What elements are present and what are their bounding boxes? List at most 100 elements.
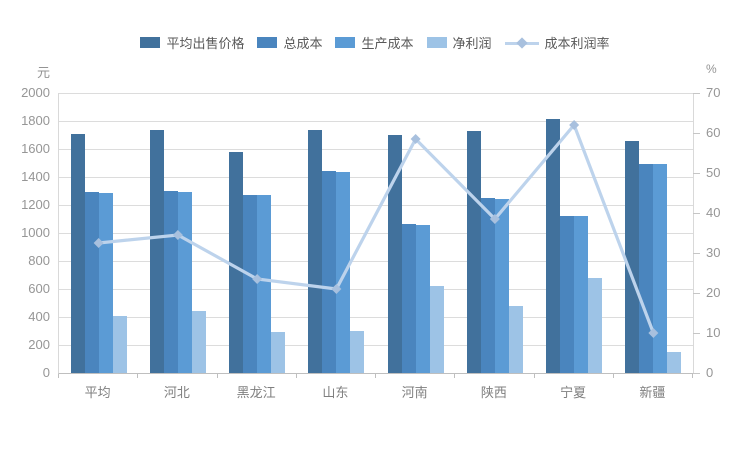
bar-平均出售价格 — [466, 130, 481, 373]
x-tick-mark — [216, 374, 218, 378]
category-label: 宁夏 — [560, 385, 587, 400]
right-tick-label: 0 — [706, 365, 714, 380]
legend-item-净利润[interactable]: 净利润 — [426, 33, 492, 52]
category-label: 山东 — [322, 385, 349, 400]
legend-item-生产成本[interactable]: 生产成本 — [335, 33, 414, 52]
bar-总成本 — [322, 171, 337, 373]
rate-marker-diamond — [331, 284, 342, 294]
x-tick-mark — [295, 374, 297, 378]
bar-净利润 — [112, 315, 127, 373]
legend-label: 平均出售价格 — [166, 36, 245, 51]
bar-净利润 — [429, 286, 444, 373]
rate-marker-diamond — [489, 214, 500, 224]
left-tick-label: 0 — [42, 365, 50, 380]
legend-swatch-icon — [257, 37, 278, 48]
bar-净利润 — [588, 277, 603, 373]
bar-生产成本 — [415, 224, 430, 373]
bar-净利润 — [271, 331, 286, 373]
gridline — [59, 177, 693, 178]
left-tick-label: 1600 — [21, 141, 50, 156]
bar-总成本 — [243, 194, 258, 373]
x-tick-mark — [692, 374, 693, 378]
gridline — [59, 93, 693, 94]
category-label: 河北 — [163, 385, 190, 400]
rate-marker-diamond — [252, 274, 263, 284]
bar-总成本 — [401, 223, 416, 373]
right-tick-mark — [693, 133, 700, 134]
bar-总成本 — [560, 215, 575, 373]
right-tick-label: 50 — [706, 165, 721, 180]
left-tick-label: 2000 — [21, 85, 50, 100]
category-label: 平均 — [84, 385, 111, 400]
bar-生产成本 — [257, 195, 272, 373]
bar-总成本 — [480, 198, 495, 373]
x-tick-mark — [612, 374, 614, 378]
category-label: 黑龙江 — [236, 385, 276, 400]
right-tick-label: 10 — [706, 325, 721, 340]
legend-swatch-icon — [335, 37, 356, 48]
x-tick-mark — [533, 374, 535, 378]
gridline — [59, 261, 693, 262]
category-label: 河南 — [401, 385, 428, 400]
left-tick-label: 800 — [28, 253, 50, 268]
bar-生产成本 — [98, 193, 113, 373]
gridline — [59, 345, 693, 346]
x-tick-mark — [454, 374, 456, 378]
right-tick-label: 20 — [706, 285, 721, 300]
bar-总成本 — [84, 192, 99, 373]
gridline — [59, 233, 693, 234]
left-tick-label: 200 — [28, 337, 50, 352]
x-tick-mark — [375, 374, 376, 378]
gridline — [59, 289, 693, 290]
legend-line-marker-icon — [504, 36, 539, 49]
bar-平均出售价格 — [149, 130, 164, 373]
legend-item-成本利润率[interactable]: 成本利润率 — [504, 33, 610, 52]
bar-生产成本 — [494, 198, 509, 373]
left-tick-label: 400 — [28, 309, 50, 324]
rate-marker-diamond — [172, 230, 183, 240]
right-tick-label: 60 — [706, 125, 721, 140]
bar-平均出售价格 — [70, 133, 85, 373]
rate-line-layer — [93, 120, 659, 338]
right-tick-mark — [693, 253, 700, 254]
category-label: 陕西 — [480, 385, 507, 400]
right-tick-mark — [693, 293, 700, 294]
rate-marker-diamond — [410, 134, 421, 144]
gridline — [59, 149, 693, 150]
x-tick-mark — [137, 374, 139, 378]
rate-marker-diamond — [648, 328, 659, 338]
right-tick-label: 30 — [706, 245, 721, 260]
rate-marker-diamond — [93, 238, 104, 248]
left-tick-label: 600 — [28, 281, 50, 296]
bar-生产成本 — [574, 216, 589, 373]
rate-line — [98, 121, 655, 334]
legend-swatch-icon — [140, 37, 161, 48]
gridline — [59, 121, 693, 122]
bar-净利润 — [350, 331, 365, 373]
bar-平均出售价格 — [625, 140, 640, 373]
legend-item-总成本[interactable]: 总成本 — [257, 33, 322, 52]
left-tick-label: 1400 — [21, 169, 50, 184]
x-tick-mark — [58, 374, 59, 378]
right-axis-title: % — [706, 62, 717, 76]
legend-label: 总成本 — [283, 36, 323, 51]
category-label: 新疆 — [639, 385, 666, 400]
chart-legend: 平均出售价格 总成本 生产成本 净利润 成本利润率 — [0, 33, 750, 52]
bar-平均出售价格 — [546, 118, 561, 373]
bar-生产成本 — [653, 164, 668, 373]
left-axis-title: 元 — [36, 65, 50, 80]
legend-label: 净利润 — [452, 36, 492, 51]
rate-marker-diamond — [569, 120, 580, 130]
legend-swatch-icon — [426, 37, 447, 48]
bar-平均出售价格 — [229, 151, 244, 373]
right-tick-label: 40 — [706, 205, 721, 220]
bar-平均出售价格 — [387, 135, 402, 373]
legend-label: 成本利润率 — [544, 36, 610, 51]
legend-diamond-icon — [515, 36, 528, 49]
legend-item-平均出售价格[interactable]: 平均出售价格 — [140, 33, 244, 52]
bar-净利润 — [191, 311, 206, 373]
right-tick-label: 70 — [706, 85, 721, 100]
gridline — [59, 317, 693, 318]
right-tick-mark — [693, 373, 700, 374]
